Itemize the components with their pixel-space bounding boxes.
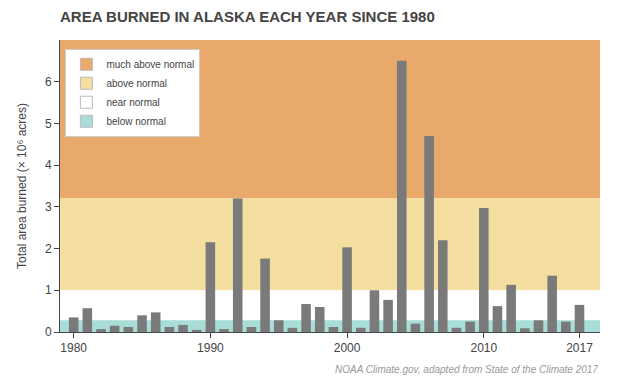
svg-text:2017: 2017 bbox=[566, 341, 593, 355]
svg-text:1: 1 bbox=[45, 283, 52, 297]
svg-text:above normal: above normal bbox=[106, 78, 167, 89]
svg-text:AREA BURNED IN ALASKA EACH YEA: AREA BURNED IN ALASKA EACH YEAR SINCE 19… bbox=[60, 8, 435, 25]
svg-text:0: 0 bbox=[45, 325, 52, 339]
svg-text:2010: 2010 bbox=[470, 341, 497, 355]
svg-text:1980: 1980 bbox=[60, 341, 87, 355]
svg-text:5: 5 bbox=[45, 117, 52, 131]
svg-text:NOAA Climate.gov, adapted from: NOAA Climate.gov, adapted from State of … bbox=[335, 364, 598, 375]
svg-text:2: 2 bbox=[45, 242, 52, 256]
svg-text:3: 3 bbox=[45, 200, 52, 214]
svg-text:much above normal: much above normal bbox=[106, 59, 194, 70]
svg-text:2000: 2000 bbox=[334, 341, 361, 355]
svg-text:Total area burned (× 10⁶ acres: Total area burned (× 10⁶ acres) bbox=[15, 103, 29, 269]
svg-text:1990: 1990 bbox=[197, 341, 224, 355]
svg-text:6: 6 bbox=[45, 75, 52, 89]
svg-text:4: 4 bbox=[45, 158, 52, 172]
svg-text:near normal: near normal bbox=[106, 97, 159, 108]
svg-text:below normal: below normal bbox=[106, 116, 165, 127]
